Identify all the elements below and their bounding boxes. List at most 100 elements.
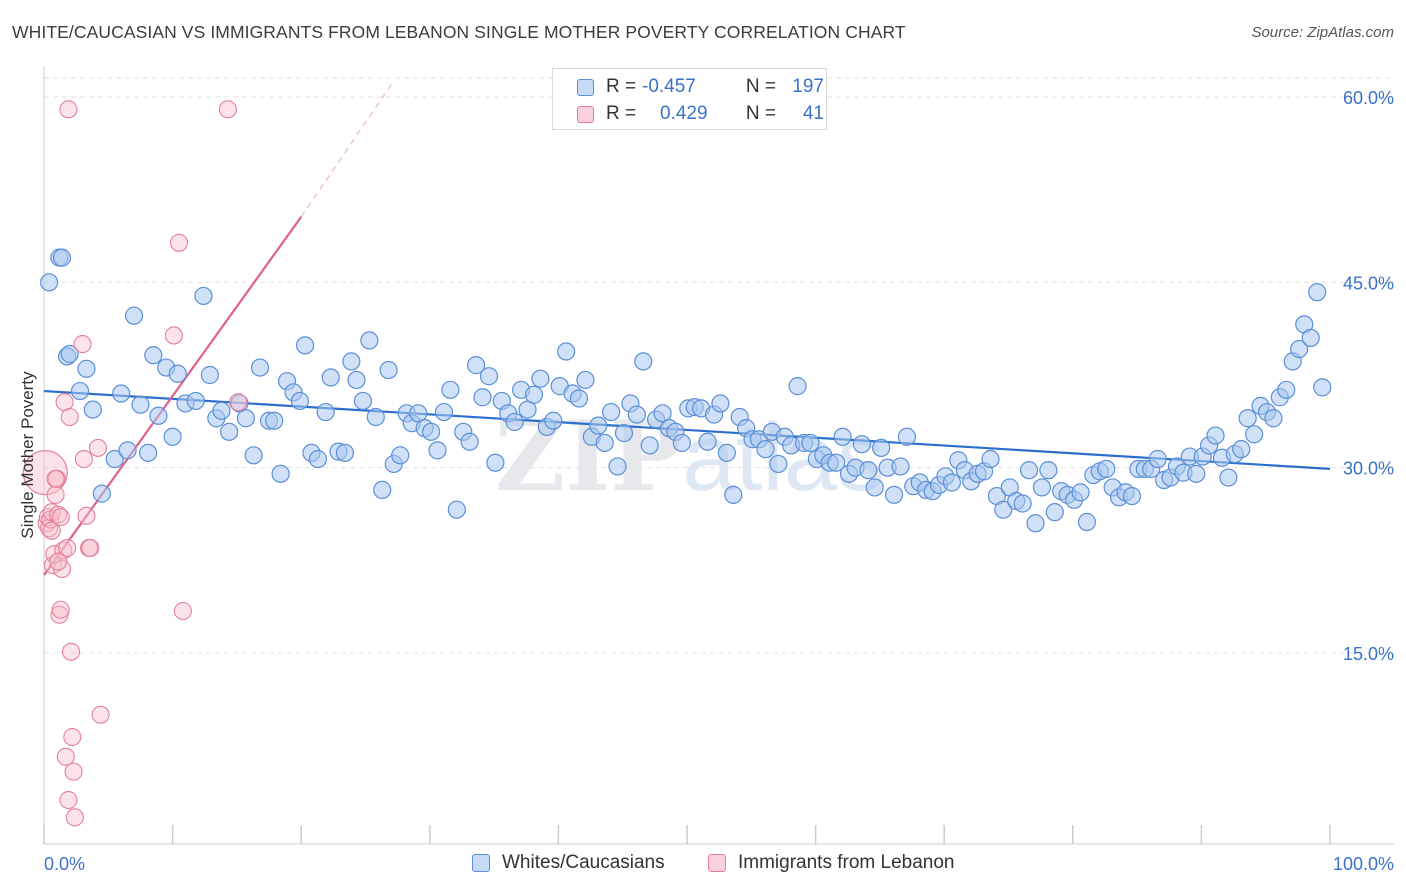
legend-item-label: Immigrants from Lebanon bbox=[738, 852, 955, 873]
data-point-whites bbox=[994, 500, 1013, 519]
data-point-whites bbox=[634, 352, 653, 371]
data-point-whites bbox=[897, 427, 917, 446]
x-tick-label: 100.0% bbox=[1333, 854, 1394, 874]
source-credit: Source: ZipAtlas.com bbox=[1251, 24, 1394, 41]
legend-item-whites[interactable]: Whites/Caucasians bbox=[472, 852, 665, 874]
data-point-whites bbox=[139, 443, 158, 462]
x-tick-label: 0.0% bbox=[44, 854, 85, 874]
data-point-lebanon bbox=[60, 407, 79, 427]
data-point-whites bbox=[608, 457, 627, 476]
tick-labels: 15.0% 30.0% 45.0% 60.0% 0.0% 100.0% bbox=[44, 88, 1394, 874]
data-point-whites bbox=[200, 365, 219, 385]
y-axis-label: Single Mother Poverty bbox=[18, 371, 37, 539]
data-point-lebanon bbox=[46, 469, 65, 488]
data-point-whites bbox=[981, 449, 1000, 469]
data-point-lebanon bbox=[51, 600, 70, 619]
trend-line-lebanon-extension bbox=[300, 84, 392, 218]
data-point-whites bbox=[756, 440, 775, 459]
legend-r-label: R = bbox=[606, 103, 637, 124]
data-point-whites bbox=[1013, 494, 1032, 513]
data-point-whites bbox=[428, 441, 447, 460]
data-point-whites bbox=[602, 402, 621, 422]
y-tick-label: 30.0% bbox=[1343, 459, 1394, 479]
data-point-whites bbox=[295, 336, 315, 355]
data-point-whites bbox=[271, 464, 290, 483]
legend-swatch-pink bbox=[577, 105, 594, 123]
data-point-whites bbox=[557, 342, 576, 361]
data-point-lebanon bbox=[88, 438, 108, 457]
data-point-whites bbox=[373, 480, 392, 500]
data-point-whites bbox=[1071, 483, 1090, 502]
data-point-lebanon bbox=[49, 505, 68, 524]
trend-lines bbox=[43, 84, 1331, 576]
data-point-whites bbox=[60, 344, 79, 364]
chart-title: WHITE/CAUCASIAN VS IMMIGRANTS FROM LEBAN… bbox=[12, 22, 906, 42]
legend-r-value: 0.429 bbox=[660, 103, 708, 124]
data-point-whites bbox=[717, 443, 736, 462]
data-point-whites bbox=[884, 485, 904, 504]
data-point-whites bbox=[168, 364, 187, 383]
data-point-whites bbox=[1308, 283, 1327, 302]
legend-swatch-pink bbox=[708, 854, 726, 872]
legend-n-label: N = bbox=[745, 103, 776, 124]
data-point-lebanon bbox=[74, 449, 93, 469]
legend-n-value: 41 bbox=[802, 103, 824, 124]
data-point-whites bbox=[640, 436, 659, 455]
data-point-whites bbox=[1232, 440, 1251, 459]
data-point-whites bbox=[595, 433, 614, 453]
data-point-whites bbox=[421, 422, 441, 441]
data-point-whites bbox=[473, 388, 492, 407]
data-point-whites bbox=[801, 433, 820, 453]
data-point-whites bbox=[1301, 328, 1320, 348]
legend-swatch-blue bbox=[472, 854, 490, 872]
data-point-whites bbox=[441, 380, 460, 399]
data-point-whites bbox=[144, 346, 163, 365]
legend-row-whites: R = -0.457 N = 197 bbox=[577, 75, 824, 99]
data-point-whites bbox=[1019, 461, 1039, 480]
data-point-whites bbox=[92, 484, 111, 503]
data-point-whites bbox=[524, 385, 544, 404]
data-point-whites bbox=[1219, 468, 1238, 487]
data-point-whites bbox=[212, 401, 231, 420]
trend-line-lebanon bbox=[43, 216, 303, 576]
data-point-whites bbox=[672, 433, 691, 453]
data-point-whites bbox=[321, 368, 340, 387]
y-tick-label: 15.0% bbox=[1343, 644, 1394, 664]
data-point-whites bbox=[447, 500, 466, 519]
gridlines bbox=[44, 77, 1394, 654]
data-point-lebanon bbox=[81, 538, 100, 558]
data-point-whites bbox=[486, 453, 505, 472]
data-point-whites bbox=[236, 409, 256, 428]
data-point-whites bbox=[77, 359, 96, 378]
y-tick-label: 60.0% bbox=[1343, 88, 1394, 108]
data-point-whites bbox=[627, 405, 646, 424]
data-point-lebanon bbox=[64, 762, 83, 781]
correlation-legend: R = -0.457 N = 197 R = 0.429 N = 41 bbox=[552, 68, 827, 130]
data-point-whites bbox=[112, 384, 131, 403]
legend-n-label: N = bbox=[745, 76, 776, 97]
data-point-whites bbox=[186, 391, 205, 411]
legend-row-lebanon: R = 0.429 N = 41 bbox=[577, 102, 824, 126]
legend-r-value: -0.457 bbox=[642, 76, 696, 97]
data-point-whites bbox=[724, 485, 743, 504]
y-tick-label: 45.0% bbox=[1343, 273, 1394, 293]
data-point-whites bbox=[865, 478, 884, 497]
data-point-whites bbox=[1264, 409, 1283, 428]
data-point-whites bbox=[1032, 478, 1052, 497]
data-point-lebanon bbox=[59, 790, 78, 810]
data-point-lebanon bbox=[56, 747, 75, 766]
data-point-whites bbox=[1206, 426, 1225, 445]
data-point-whites bbox=[1238, 409, 1257, 428]
data-point-lebanon bbox=[173, 601, 192, 621]
data-point-lebanon bbox=[22, 450, 68, 496]
data-point-lebanon bbox=[51, 508, 70, 527]
data-point-whites bbox=[149, 406, 168, 425]
data-point-lebanon bbox=[63, 727, 82, 747]
data-point-whites bbox=[360, 331, 379, 350]
data-point-whites bbox=[531, 369, 550, 388]
legend-r-label: R = bbox=[606, 76, 637, 97]
data-point-lebanon bbox=[164, 326, 183, 345]
legend-item-lebanon[interactable]: Immigrants from Lebanon bbox=[708, 852, 955, 874]
data-point-whites bbox=[118, 441, 137, 460]
